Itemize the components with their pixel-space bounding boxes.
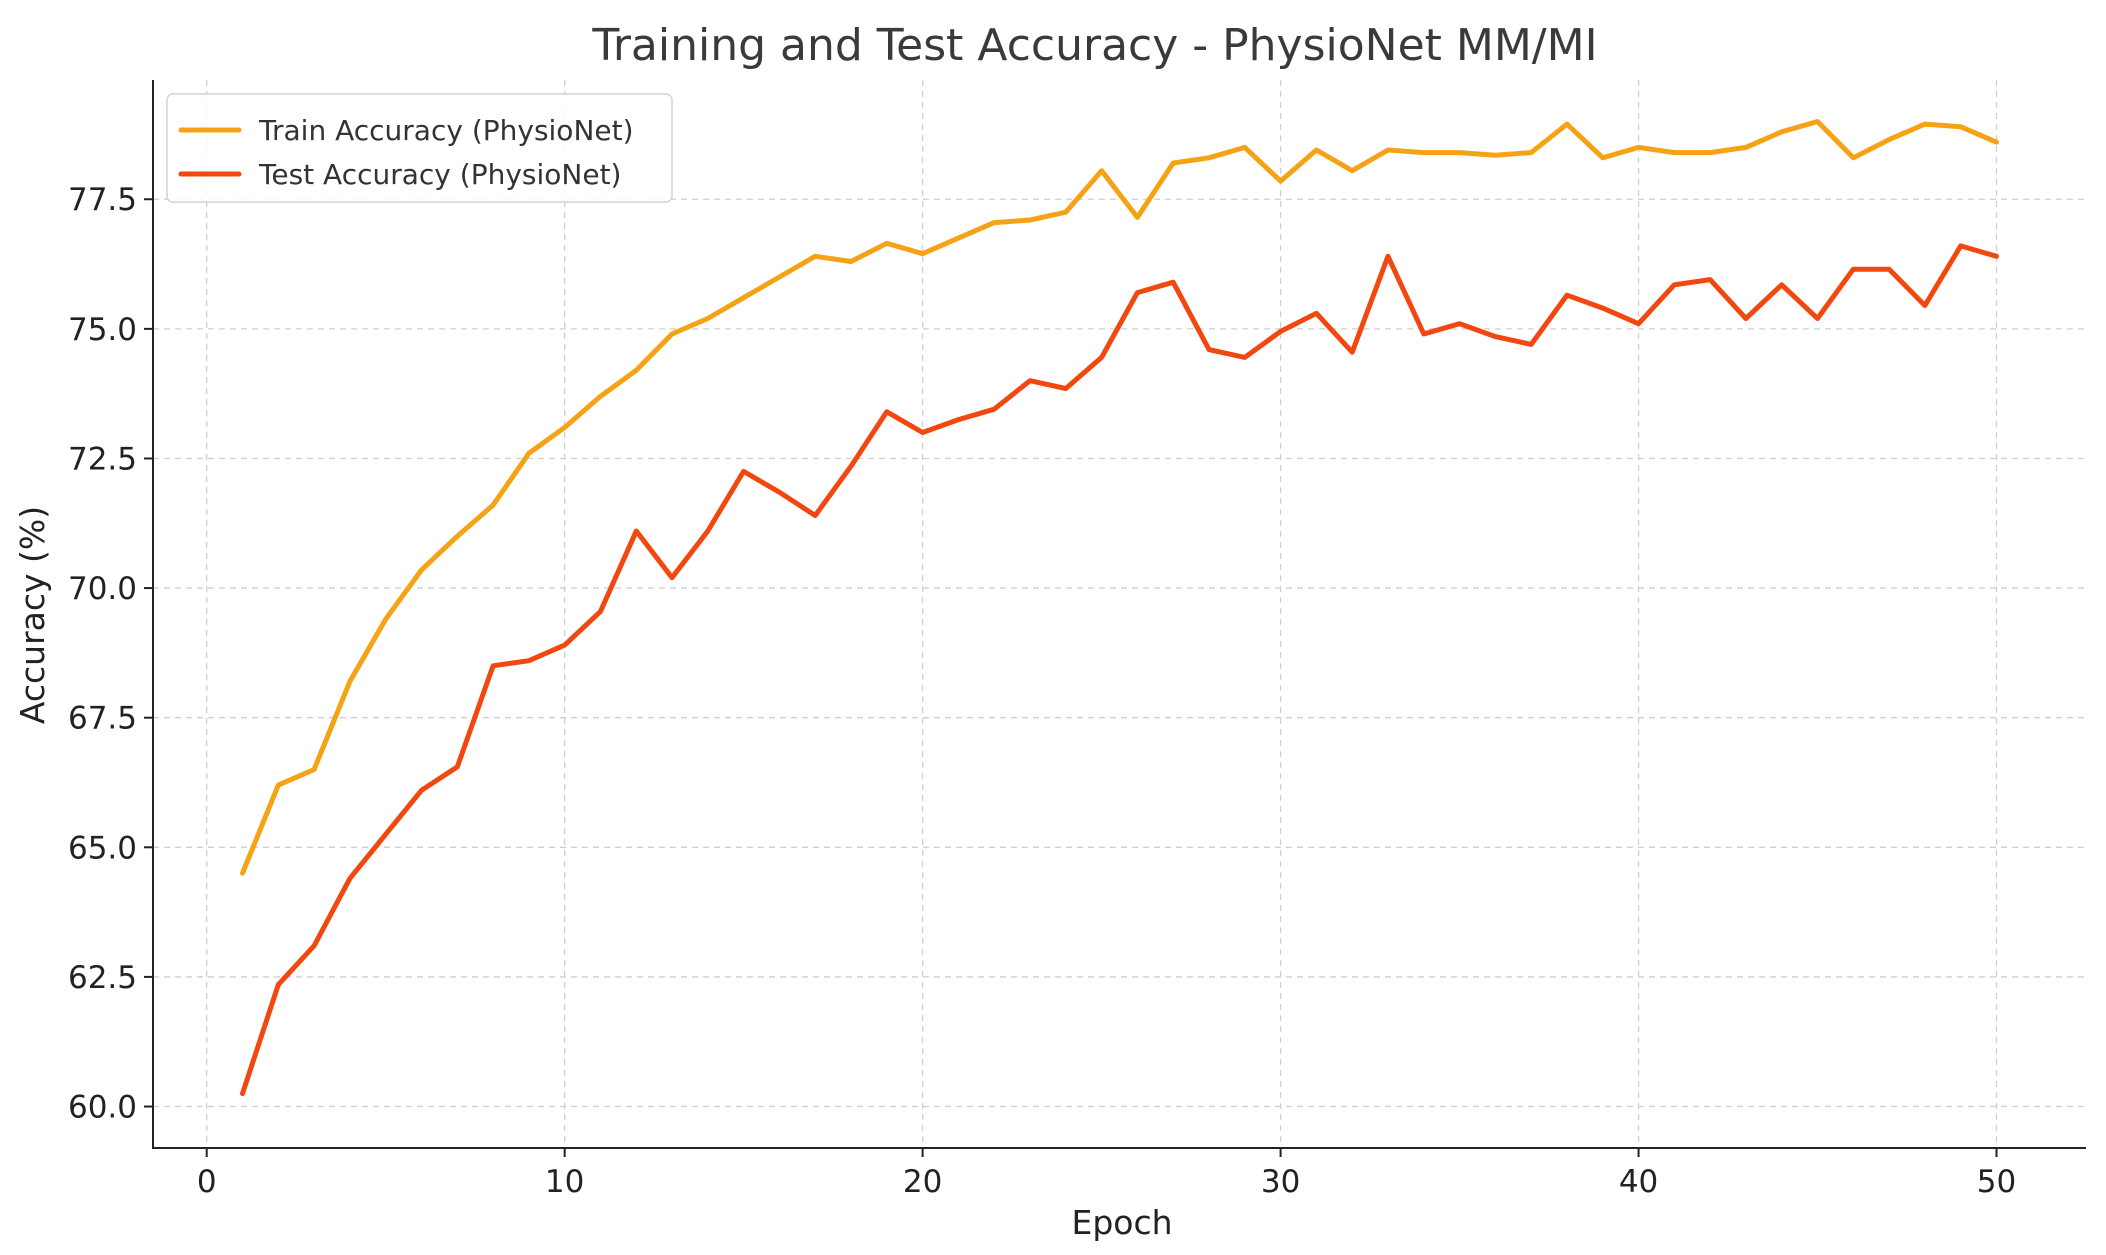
y-tick-label: 72.5 [68, 441, 137, 477]
y-tick-label: 62.5 [68, 960, 137, 996]
x-tick-label: 40 [1619, 1164, 1658, 1200]
y-tick-label: 60.0 [68, 1090, 137, 1126]
y-tick-label: 75.0 [68, 312, 137, 348]
legend: Train Accuracy (PhysioNet) Test Accuracy … [166, 93, 673, 203]
train-accuracy-line [240, 119, 1999, 876]
x-axis-label: Epoch [1071, 1203, 1172, 1242]
chart-title: Training and Test Accuracy - PhysioNet M… [591, 20, 1597, 71]
x-tick-label: 20 [903, 1164, 942, 1200]
y-tick-label: 65.0 [68, 830, 137, 866]
x-tick-label: 0 [197, 1164, 217, 1200]
y-axis-label: Accuracy (%) [13, 506, 52, 724]
x-tick-label: 10 [545, 1164, 584, 1200]
axes [144, 80, 2086, 1157]
x-tick-label: 30 [1261, 1164, 1300, 1200]
y-tick-label: 77.5 [68, 182, 137, 218]
tick-labels: 0 10 20 30 40 50 60.0 62.5 65.0 67.5 70.0 72.5 75.0 7… [68, 182, 2016, 1200]
y-tick-label: 67.5 [68, 701, 137, 737]
x-tick-label: 50 [1977, 1164, 2016, 1200]
legend-frame [166, 93, 673, 203]
legend-label-train: Train Accuracy (PhysioNet) [258, 114, 634, 147]
series-lines [240, 119, 1999, 1097]
test-accuracy-line [240, 243, 1999, 1097]
grid-lines [153, 80, 2086, 1148]
axis-spines [152, 80, 2086, 1149]
y-tick-label: 70.0 [68, 571, 137, 607]
legend-label-test: Test Accuracy (PhysioNet) [258, 158, 621, 191]
